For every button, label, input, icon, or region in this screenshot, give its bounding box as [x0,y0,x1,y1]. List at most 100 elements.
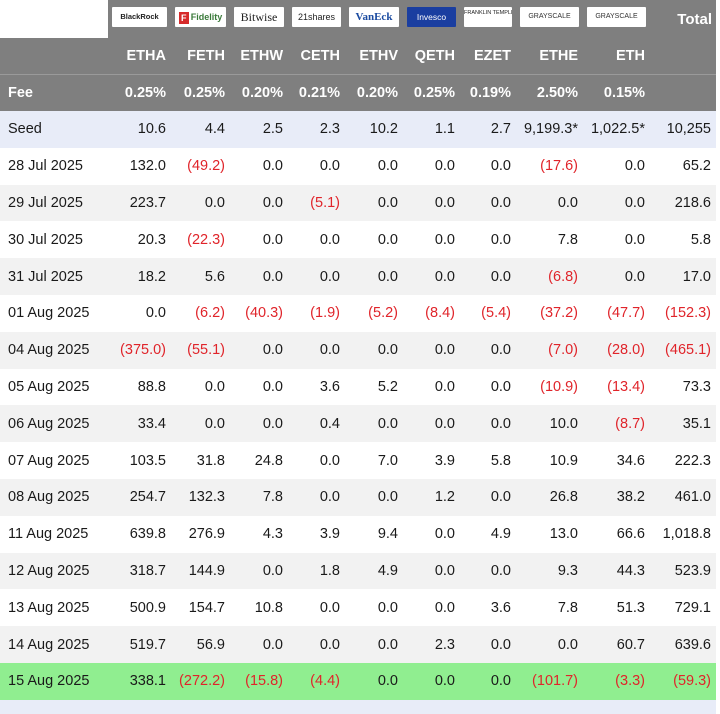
flow-cell: (8.7) [583,405,650,443]
flow-cell: 0.0 [288,221,345,259]
ticker-cell: EZET [460,38,516,75]
flow-cell: (17.6) [516,147,583,185]
flow-cell: 144.9 [171,552,230,590]
flow-cell: (3.3) [583,662,650,700]
flow-cell: 0.0 [345,405,403,443]
flow-cell: 0.0 [230,405,288,443]
flow-cell: 0.0 [460,662,516,700]
table-row: 06 Aug 2025 33.4 0.0 0.0 0.4 0.0 0.0 0.0 10.0 (8.… [0,405,716,443]
table-row: 04 Aug 2025 (375.0) (55.1) 0.0 0.0 0.0 0.0 0.0(… [0,331,716,369]
flow-cell: 7.8 [516,589,583,627]
flow-cell: (5.2) [345,294,403,332]
invesco-logo: Invesco [407,7,456,27]
flow-cell: 9,199.3* [516,111,583,148]
flow-cell: 132.0 [108,147,171,185]
ticker-cell: ETHV [345,38,403,75]
flow-cell: 0.0 [288,258,345,295]
flow-cell: 2.5 [230,111,288,148]
total-cell: 65.2 [650,147,716,185]
ticker-cell: ETHA [108,38,171,75]
vaneck-logo: VanEck [349,7,399,27]
flow-cell: 7.8 [516,221,583,259]
flow-cell: 18.2 [108,258,171,295]
row-label: 11 Aug 2025 [0,515,108,553]
flow-cell: 0.0 [345,589,403,627]
total-cell: (152.3) [650,294,716,332]
fee-cell: 2.50% [516,74,583,111]
ticker-cell: FETH [171,38,230,75]
flow-cell: 0.0 [460,331,516,369]
flow-cell: 3.9 [288,515,345,553]
table-row: 05 Aug 2025 88.8 0.0 0.0 3.6 5.2 0.0 0.0 (10.9)(… [0,368,716,406]
row-label: 14 Aug 2025 [0,626,108,663]
flow-cell: 4.3 [230,515,288,553]
row-label: 13 Aug 2025 [0,589,108,627]
flow-cell: 0.0 [171,368,230,406]
flow-cell: (6.8) [516,258,583,295]
fidelity-logo-mark: F [178,11,189,24]
flow-cell: (37.2) [516,294,583,332]
flow-cell: 4.4 [171,111,230,148]
flow-cell: 0.0 [230,626,288,663]
flow-cell: 1,022.5* [583,111,650,148]
total-cell: 461.0 [650,478,716,516]
table-row: 30 Jul 2025 20.3 (22.3) 0.0 0.0 0.0 0.0 0.0 7.8 0… [0,221,716,259]
flow-cell: 103.5 [108,442,171,479]
corner-cell [0,0,108,38]
flow-cell: 0.0 [403,331,460,369]
ticker-cell: ETHW [230,38,288,75]
flow-cell: 7.8 [230,478,288,516]
flow-cell: 1.8 [288,552,345,590]
fee-cell: 0.19% [460,74,516,111]
flow-cell: 5.8 [460,442,516,479]
flow-cell: 0.0 [403,552,460,590]
flow-cell: 0.0 [403,258,460,295]
flow-cell: (4.4) [288,662,345,700]
flow-cell: 10.8 [230,589,288,627]
table-row: 01 Aug 2025 0.0 (6.2) (40.3) (1.9) (5.2) (8.4)… [0,294,716,332]
fee-row: Fee 0.25% 0.25% 0.20% 0.21% 0.20% 0.25% … [0,74,716,111]
flow-cell: 0.0 [288,589,345,627]
franklin-templeton-logo: FRANKLIN TEMPLETON [464,7,512,27]
flow-cell: 0.0 [460,184,516,222]
flow-cell: 0.0 [345,662,403,700]
table-row: 07 Aug 2025 103.5 31.8 24.8 0.0 7.0 3.9 5.8 10.9… [0,442,716,479]
flow-cell: 0.0 [583,147,650,185]
ticker-cell: ETHE [516,38,583,75]
fee-cell: 0.25% [108,74,171,111]
flow-cell: 223.7 [108,184,171,222]
table-row: 29 Jul 2025 223.7 0.0 0.0 (5.1) 0.0 0.0 0.0 0.0 0… [0,184,716,222]
row-label: 15 Aug 2025 [0,662,108,700]
flow-cell: 26.8 [516,478,583,516]
flow-cell: 0.0 [516,626,583,663]
flow-cell: 3.9 [403,442,460,479]
flow-cell: 0.0 [230,184,288,222]
row-label: 29 Jul 2025 [0,184,108,222]
ticker-cell: CETH [288,38,345,75]
total-cell: 639.6 [650,626,716,663]
total-cell: (465.1) [650,331,716,369]
flow-cell: 24.8 [230,442,288,479]
bitwise-logo: Bitwise [234,7,284,27]
flow-cell: 9.4 [345,515,403,553]
flow-cell: 2.3 [403,626,460,663]
flow-cell: 2.7 [460,111,516,148]
fee-cell: 0.20% [230,74,288,111]
row-label: 30 Jul 2025 [0,221,108,259]
flow-cell: 66.6 [583,515,650,553]
flow-cell: (1.9) [288,294,345,332]
flow-cell: 254.7 [108,478,171,516]
flow-cell: (55.1) [171,331,230,369]
flow-cell: 0.0 [230,147,288,185]
table-row: 08 Aug 2025 254.7 132.3 7.8 0.0 0.0 1.2 0.0 26.8… [0,478,716,516]
flow-cell: 0.0 [403,662,460,700]
row-label: 04 Aug 2025 [0,331,108,369]
flow-cell: 56.9 [171,626,230,663]
flow-cell: 9.3 [516,552,583,590]
total-cell: (59.3) [650,662,716,700]
row-label: 31 Jul 2025 [0,258,108,295]
row-label: 12 Aug 2025 [0,552,108,590]
flow-cell: 1.2 [403,478,460,516]
flow-cell: 0.0 [345,331,403,369]
